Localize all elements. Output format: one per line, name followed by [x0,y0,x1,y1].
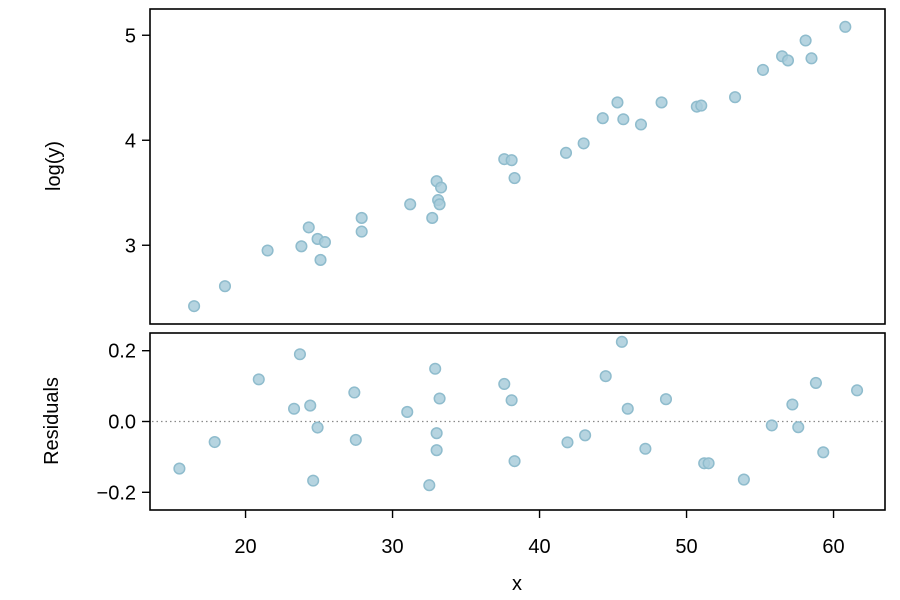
residual-point [508,455,521,468]
residual-point [348,386,361,399]
x-tick-label-30: 30 [381,536,403,558]
data-point [314,253,327,267]
data-point [577,137,590,150]
data-point [404,198,417,211]
residual-point [307,474,320,487]
x-tick-label-40: 40 [528,536,550,558]
data-point [805,52,818,65]
residual-point [579,429,592,442]
residual-point [809,376,822,389]
data-point [655,96,668,109]
residual-point [208,435,221,449]
residual-point [702,457,715,470]
data-point [433,198,446,211]
y-tick-label-3: 3 [125,235,136,257]
data-point [355,211,368,224]
data-point [435,181,448,194]
residual-point [401,405,414,418]
data-point [355,225,368,238]
residual-point [252,373,265,386]
residual-point [737,473,750,486]
y-tick-label-5: 5 [125,25,136,47]
data-point [261,244,274,257]
x-tick-label-50: 50 [675,536,697,558]
data-point [799,34,812,47]
x-tick-group: 20 30 40 50 60 [234,510,845,558]
residual-point [851,384,864,397]
data-point [505,154,518,167]
x-tick-label-20: 20 [234,536,256,558]
data-point [617,113,630,126]
residual-point [349,433,362,446]
log-y-axis-label: log(y) [43,141,65,191]
residuals-points [173,335,864,492]
residual-point [429,362,442,375]
residual-y-tick-label: 0.2 [108,341,136,363]
data-point [781,54,795,67]
data-point [426,211,439,224]
residual-point [792,421,805,434]
residual-point [430,444,443,457]
residual-point [430,427,443,440]
residual-point [304,399,317,412]
residual-point [498,377,511,391]
residual-point [817,446,830,459]
residual-point [288,402,301,415]
residuals-axis-label: Residuals [41,377,63,465]
residuals-panel: −0.2 0.0 0.2 20 30 40 50 60 Residuals x [41,332,886,595]
residual-point [311,421,324,434]
residual-point [561,436,574,449]
residual-point [786,398,799,411]
data-point [756,63,770,76]
data-point [634,118,648,131]
residual-point [765,419,778,432]
data-point [839,20,852,33]
residual-y-tick-label: −0.2 [97,482,136,504]
x-axis-label: x [512,573,522,595]
data-point [302,221,315,234]
data-point [611,96,624,109]
data-point [295,240,308,253]
residual-point [173,462,186,475]
residual-y-tick-label: 0.0 [108,412,136,434]
data-point [188,300,201,313]
x-tick-label-60: 60 [822,536,844,558]
data-point [218,280,232,293]
residual-point [639,442,652,455]
residual-point [505,394,518,407]
residual-point [423,479,436,492]
data-point [729,91,742,104]
residual-point [659,393,673,406]
log-y-tick-group: 3 4 5 [125,25,150,257]
data-point [695,99,708,112]
y-tick-label-4: 4 [125,130,136,152]
residuals-tick-group: −0.2 0.0 0.2 [97,341,150,504]
data-point [318,236,331,249]
log-y-points [188,20,852,313]
residual-point [615,335,628,348]
log-y-panel: 3 4 5 log(y) [43,8,886,325]
residual-point [293,348,306,361]
residual-point [433,392,446,405]
log-y-plot-frame [149,8,886,325]
residual-point [621,402,634,415]
data-point [559,146,573,159]
data-point [508,172,521,185]
residual-point [599,370,612,383]
data-point [596,112,609,125]
